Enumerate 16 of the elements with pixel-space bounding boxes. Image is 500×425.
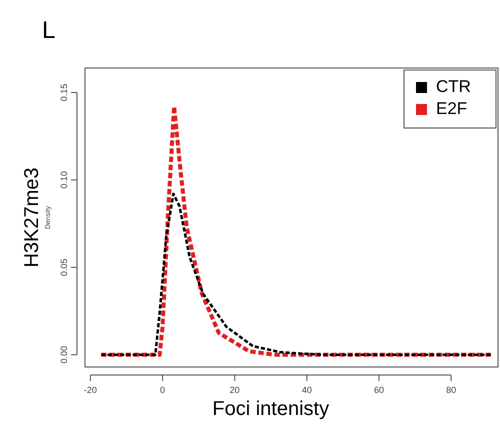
x-tick-label: 60 — [374, 385, 384, 395]
x-tick-label: -20 — [84, 385, 97, 395]
y-axis-title: H3K27me3 — [21, 167, 43, 268]
x-tick-label: 40 — [302, 385, 312, 395]
y-tick-label: 0.00 — [59, 346, 69, 364]
x-axis-title: Foci intenisty — [212, 398, 330, 420]
y-tick-label: 0.05 — [59, 258, 69, 276]
y-tick-label: 0.10 — [59, 171, 69, 189]
x-tick-label: 20 — [230, 385, 240, 395]
x-tick-label: 80 — [446, 385, 456, 395]
y-tick-label: 0.15 — [59, 84, 69, 102]
legend-label: CTR — [436, 77, 471, 96]
line-series — [100, 192, 492, 356]
x-tick-label: 0 — [160, 385, 166, 395]
legend-label: E2F — [436, 99, 468, 118]
chart-title: L — [42, 17, 56, 44]
